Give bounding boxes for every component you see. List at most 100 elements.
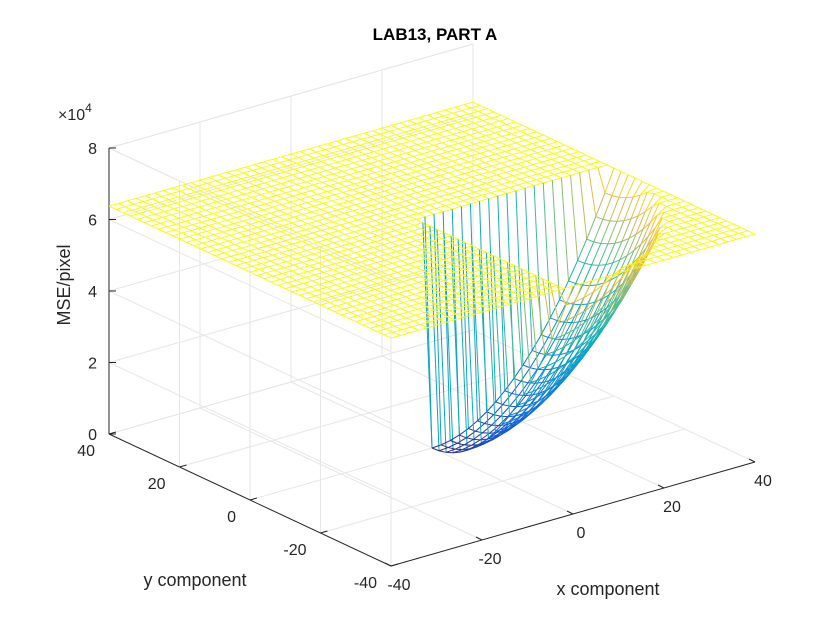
surface-mesh-line <box>391 289 399 294</box>
surface-mesh-line <box>452 112 461 117</box>
surface-mesh-line <box>225 198 234 203</box>
surface-mesh-line <box>280 183 289 188</box>
surface-mesh-line <box>206 230 215 236</box>
surface-mesh-line <box>322 200 333 204</box>
surface-mesh-line <box>316 172 325 177</box>
surface-mesh-line <box>521 268 529 273</box>
surface-mesh-line <box>333 290 341 295</box>
surface-mesh-line <box>333 170 343 175</box>
surface-mesh-line <box>554 378 563 389</box>
surface-mesh-line <box>521 172 530 177</box>
surface-mesh-line <box>445 202 455 207</box>
surface-mesh-line <box>374 289 383 294</box>
surface-mesh-line <box>621 286 630 300</box>
surface-mesh-line <box>638 236 649 258</box>
surface-mesh-line <box>386 277 396 282</box>
surface-mesh-line <box>384 188 394 192</box>
surface-mesh-line <box>727 238 737 243</box>
surface-mesh-line <box>525 139 533 145</box>
surface-mesh-line <box>373 196 383 201</box>
surface-mesh-line <box>534 392 545 399</box>
surface-mesh-line <box>549 387 558 396</box>
surface-mesh-line <box>431 264 441 269</box>
surface-mesh-line <box>256 272 267 276</box>
surface-mesh-line <box>436 109 446 113</box>
surface-mesh-line <box>715 226 725 230</box>
surface-mesh-line <box>264 182 272 187</box>
surface-mesh-line <box>491 258 501 263</box>
surface-mesh-line <box>445 448 456 453</box>
surface-mesh-line <box>314 271 324 276</box>
surface-mesh-line <box>211 240 220 245</box>
surface-mesh-line <box>280 228 290 232</box>
surface-mesh-line <box>323 271 331 277</box>
surface-mesh-line <box>213 183 224 188</box>
surface-mesh-line <box>525 394 534 397</box>
surface-mesh-line <box>390 218 400 222</box>
surface-mesh-line <box>577 346 586 359</box>
surface-mesh-line <box>289 177 300 182</box>
surface-mesh-line <box>381 125 392 129</box>
surface-mesh-line <box>688 236 696 241</box>
surface-mesh-line <box>560 156 568 161</box>
surface-mesh-line <box>507 261 515 267</box>
surface-mesh-line <box>416 189 427 193</box>
surface-mesh-line <box>260 194 268 199</box>
surface-mesh-line <box>689 207 699 211</box>
surface-mesh-line <box>641 180 650 186</box>
surface-mesh-line <box>419 204 430 209</box>
surface-mesh-line <box>235 265 244 270</box>
surface-mesh-line <box>438 199 448 203</box>
surface-mesh-line <box>285 192 294 197</box>
surface-mesh-line <box>423 288 433 293</box>
surface-mesh-line <box>299 246 307 252</box>
surface-mesh-line <box>555 355 566 363</box>
surface-mesh-line <box>315 244 325 249</box>
surface-mesh-line <box>401 209 411 214</box>
surface-mesh-line <box>311 259 319 264</box>
surface-mesh-line <box>332 218 343 223</box>
surface-mesh-line <box>250 244 259 249</box>
surface-mesh-line <box>369 279 378 285</box>
surface-mesh-line <box>347 177 357 181</box>
surface-mesh-line <box>424 312 432 317</box>
surface-mesh-line <box>490 306 501 310</box>
surface-mesh-line <box>197 185 206 190</box>
surface-mesh-line <box>429 225 440 451</box>
surface-mesh-line <box>342 237 353 241</box>
surface-mesh-line <box>226 196 236 200</box>
surface-mesh-line <box>701 222 709 227</box>
surface-mesh-line <box>407 125 415 130</box>
surface-mesh-line <box>586 336 595 349</box>
surface-mesh-line <box>434 280 444 284</box>
surface-mesh-line <box>168 196 178 201</box>
surface-mesh-line <box>343 258 354 262</box>
surface-mesh-line <box>239 253 248 258</box>
surface-mesh-line <box>326 286 334 292</box>
surface-mesh-line <box>632 194 641 198</box>
surface-mesh-line <box>533 164 541 169</box>
surface-mesh-line <box>333 242 342 247</box>
surface-mesh-line <box>352 234 362 239</box>
surface-mesh-line <box>336 140 344 145</box>
surface-mesh-line <box>442 190 450 195</box>
surface-mesh-line <box>570 172 580 176</box>
surface-mesh-line <box>447 196 457 201</box>
surface-mesh-line <box>343 191 351 197</box>
surface-mesh-line <box>589 311 598 328</box>
surface-mesh-line <box>325 149 333 154</box>
surface-mesh-line <box>366 145 376 149</box>
surface-mesh-line <box>451 301 461 306</box>
surface-mesh-line <box>339 269 350 274</box>
surface-mesh-line <box>275 267 285 271</box>
surface-mesh-line <box>388 272 398 276</box>
surface-mesh-line <box>360 279 371 284</box>
surface-mesh-line <box>456 146 466 150</box>
surface-mesh-line <box>425 285 433 290</box>
surface-mesh-line <box>320 208 329 214</box>
surface-mesh-line <box>134 203 142 208</box>
surface-mesh-line <box>292 195 301 200</box>
surface-mesh-line <box>442 142 450 147</box>
surface-mesh-line <box>610 275 619 281</box>
surface-mesh-line <box>389 316 398 321</box>
